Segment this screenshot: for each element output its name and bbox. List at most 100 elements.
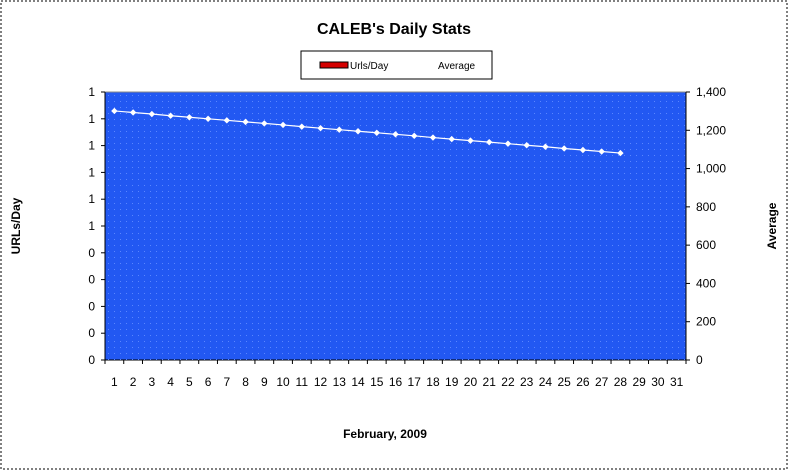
plot-texture-dot [294,113,295,114]
series-point-average [354,128,362,135]
plot-texture-dot [648,233,649,234]
plot-texture-dot [588,359,589,360]
plot-texture-dot [114,227,115,228]
plot-texture-dot [672,167,673,168]
plot-texture-dot [216,311,217,312]
plot-texture-dot [444,299,445,300]
plot-texture-dot [228,149,229,150]
plot-texture-dot [510,281,511,282]
plot-texture-dot [564,203,565,204]
plot-texture-dot [504,341,505,342]
plot-texture-dot [630,155,631,156]
plot-texture-dot [192,293,193,294]
plot-texture-dot [330,197,331,198]
plot-texture-dot [660,263,661,264]
plot-texture-dot [204,359,205,360]
plot-texture-dot [204,179,205,180]
plot-texture-dot [312,269,313,270]
plot-texture-dot [684,119,685,120]
plot-texture-dot [426,149,427,150]
plot-texture-dot [378,143,379,144]
plot-texture-dot [642,329,643,330]
plot-texture-dot [540,305,541,306]
plot-texture-dot [444,347,445,348]
plot-texture-dot [678,161,679,162]
plot-texture-dot [462,143,463,144]
plot-texture-dot [126,209,127,210]
plot-texture-dot [144,125,145,126]
plot-texture-dot [462,203,463,204]
plot-texture-dot [384,251,385,252]
plot-texture-dot [396,257,397,258]
plot-texture-dot [438,143,439,144]
plot-texture-dot [624,239,625,240]
plot-texture-dot [480,299,481,300]
plot-texture-dot [480,191,481,192]
x-tick-label: 2 [130,375,137,389]
plot-texture-dot [606,113,607,114]
plot-texture-dot [360,173,361,174]
plot-texture-dot [534,341,535,342]
plot-texture-dot [378,311,379,312]
plot-texture-dot [288,347,289,348]
plot-texture-dot [618,257,619,258]
plot-texture-dot [108,257,109,258]
plot-texture-dot [234,269,235,270]
plot-texture-dot [534,329,535,330]
plot-texture-dot [270,233,271,234]
plot-texture-dot [522,215,523,216]
plot-texture-dot [198,281,199,282]
plot-texture-dot [588,317,589,318]
plot-texture-dot [390,323,391,324]
plot-texture-dot [240,131,241,132]
plot-texture-dot [624,263,625,264]
plot-texture-dot [552,287,553,288]
plot-texture-dot [384,155,385,156]
plot-texture-dot [192,299,193,300]
x-tick-label: 14 [351,375,365,389]
plot-texture-dot [654,311,655,312]
left-tick-label: 1 [88,192,95,206]
plot-texture-dot [396,95,397,96]
plot-texture-dot [432,125,433,126]
plot-texture-dot [654,275,655,276]
plot-texture-dot [468,191,469,192]
plot-texture-dot [150,221,151,222]
plot-texture-dot [426,131,427,132]
plot-texture-dot [216,155,217,156]
plot-texture-dot [642,95,643,96]
plot-texture-dot [558,305,559,306]
plot-texture-dot [468,275,469,276]
plot-texture-dot [354,113,355,114]
plot-texture-dot [450,167,451,168]
plot-texture-dot [420,167,421,168]
plot-texture-dot [582,323,583,324]
plot-texture-dot [504,203,505,204]
plot-texture-dot [336,305,337,306]
plot-texture-dot [492,131,493,132]
plot-texture-dot [414,119,415,120]
plot-texture-dot [192,155,193,156]
plot-texture-dot [660,239,661,240]
plot-texture-dot [186,347,187,348]
plot-texture-dot [156,281,157,282]
plot-texture-dot [576,131,577,132]
plot-texture-dot [120,347,121,348]
plot-texture-dot [672,131,673,132]
plot-texture-dot [234,323,235,324]
plot-texture-dot [180,203,181,204]
plot-texture-dot [168,227,169,228]
plot-texture-dot [672,119,673,120]
plot-texture-dot [120,179,121,180]
plot-texture-dot [390,227,391,228]
series-point-average [336,126,343,133]
plot-texture-dot [480,221,481,222]
plot-texture-dot [546,359,547,360]
plot-texture-dot [570,221,571,222]
plot-texture-dot [390,149,391,150]
plot-texture-dot [432,227,433,228]
plot-texture-dot [210,299,211,300]
plot-texture-dot [588,227,589,228]
plot-texture-dot [120,341,121,342]
plot-texture-dot [582,215,583,216]
